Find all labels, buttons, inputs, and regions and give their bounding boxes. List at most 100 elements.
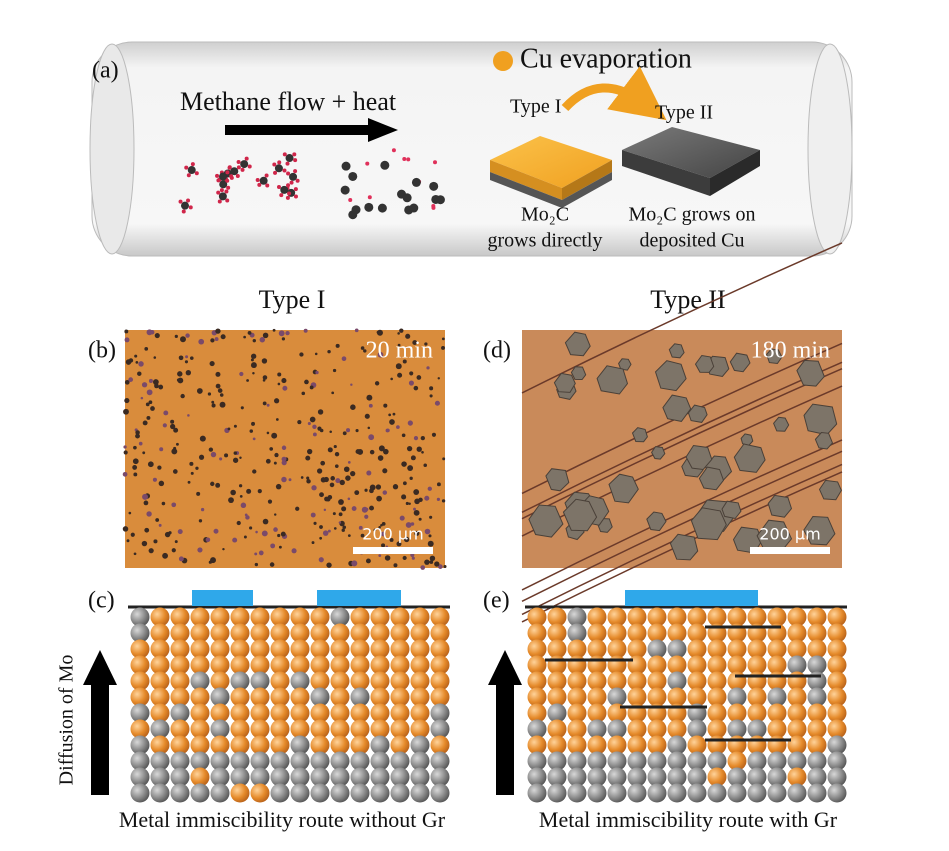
atom (567, 671, 587, 691)
particle (239, 495, 243, 498)
particle (196, 388, 203, 394)
crack (521, 439, 843, 591)
atom (285, 195, 290, 200)
particle (364, 488, 368, 492)
caption: Metal immiscibility route with Gr (539, 807, 838, 832)
particle (304, 379, 309, 385)
atom (290, 767, 310, 787)
particle (375, 484, 382, 490)
atom (235, 174, 240, 179)
atom (647, 767, 667, 787)
atom (587, 703, 607, 723)
particle (249, 429, 254, 433)
particle (350, 470, 356, 477)
particle (152, 379, 159, 385)
atom (807, 703, 827, 723)
atom (547, 639, 567, 659)
atom (827, 687, 847, 707)
atom (410, 687, 430, 707)
particle (322, 530, 329, 536)
particle (310, 512, 316, 518)
particle (233, 451, 238, 455)
atom (527, 783, 547, 803)
particle (271, 432, 278, 439)
atom (230, 607, 250, 627)
particle (277, 533, 281, 538)
atom (277, 160, 282, 165)
atom (787, 735, 807, 755)
particle (254, 562, 259, 567)
atom (150, 655, 170, 675)
atom (230, 623, 250, 643)
type-label: Type II (655, 102, 713, 124)
atom (567, 639, 587, 659)
atom (627, 671, 647, 691)
particle (392, 412, 396, 416)
particle (275, 418, 279, 421)
atom (667, 655, 687, 675)
particle (311, 541, 315, 545)
atom (547, 719, 567, 739)
particle (243, 335, 246, 339)
slab-top (622, 127, 760, 178)
particle (158, 523, 162, 527)
atom (627, 735, 647, 755)
atom (170, 703, 190, 723)
atom (370, 767, 390, 787)
particle (329, 430, 332, 434)
particle (401, 461, 407, 467)
atom (310, 719, 330, 739)
particle (232, 537, 238, 543)
particle (383, 448, 389, 455)
atom (607, 719, 627, 739)
atom (230, 719, 250, 739)
particle (401, 494, 407, 500)
particle (429, 394, 433, 398)
atom (350, 719, 370, 739)
atom (787, 607, 807, 627)
particle (153, 356, 157, 359)
atom (567, 687, 587, 707)
particle (211, 403, 216, 408)
atom (747, 703, 767, 723)
particle (366, 394, 373, 401)
particle (381, 543, 386, 548)
atom (255, 178, 260, 183)
crack (521, 361, 843, 513)
atom (707, 783, 727, 803)
particle (386, 428, 390, 433)
atom (150, 751, 170, 771)
atom (587, 751, 607, 771)
particle (219, 457, 223, 461)
particle (285, 330, 290, 336)
particle (252, 437, 256, 441)
atom (270, 783, 290, 803)
atom (230, 671, 250, 691)
particle (174, 334, 178, 338)
particle (408, 502, 411, 505)
atom (390, 639, 410, 659)
atom (587, 735, 607, 755)
flake (564, 331, 591, 357)
atom (547, 783, 567, 803)
particle (392, 484, 399, 490)
particle (142, 493, 148, 500)
atom (230, 735, 250, 755)
atom (290, 703, 310, 723)
slab-base (490, 172, 612, 208)
atom (370, 719, 390, 739)
particle (215, 371, 221, 377)
atom (567, 751, 587, 771)
particle (252, 338, 256, 343)
atom (190, 735, 210, 755)
particle (305, 455, 311, 461)
atom (767, 655, 787, 675)
flake (570, 366, 587, 381)
atom (330, 703, 350, 723)
arrow-head (83, 650, 117, 685)
particle (429, 555, 436, 562)
particle (402, 555, 407, 561)
particle (327, 447, 333, 453)
atom (827, 607, 847, 627)
atom (377, 203, 387, 213)
